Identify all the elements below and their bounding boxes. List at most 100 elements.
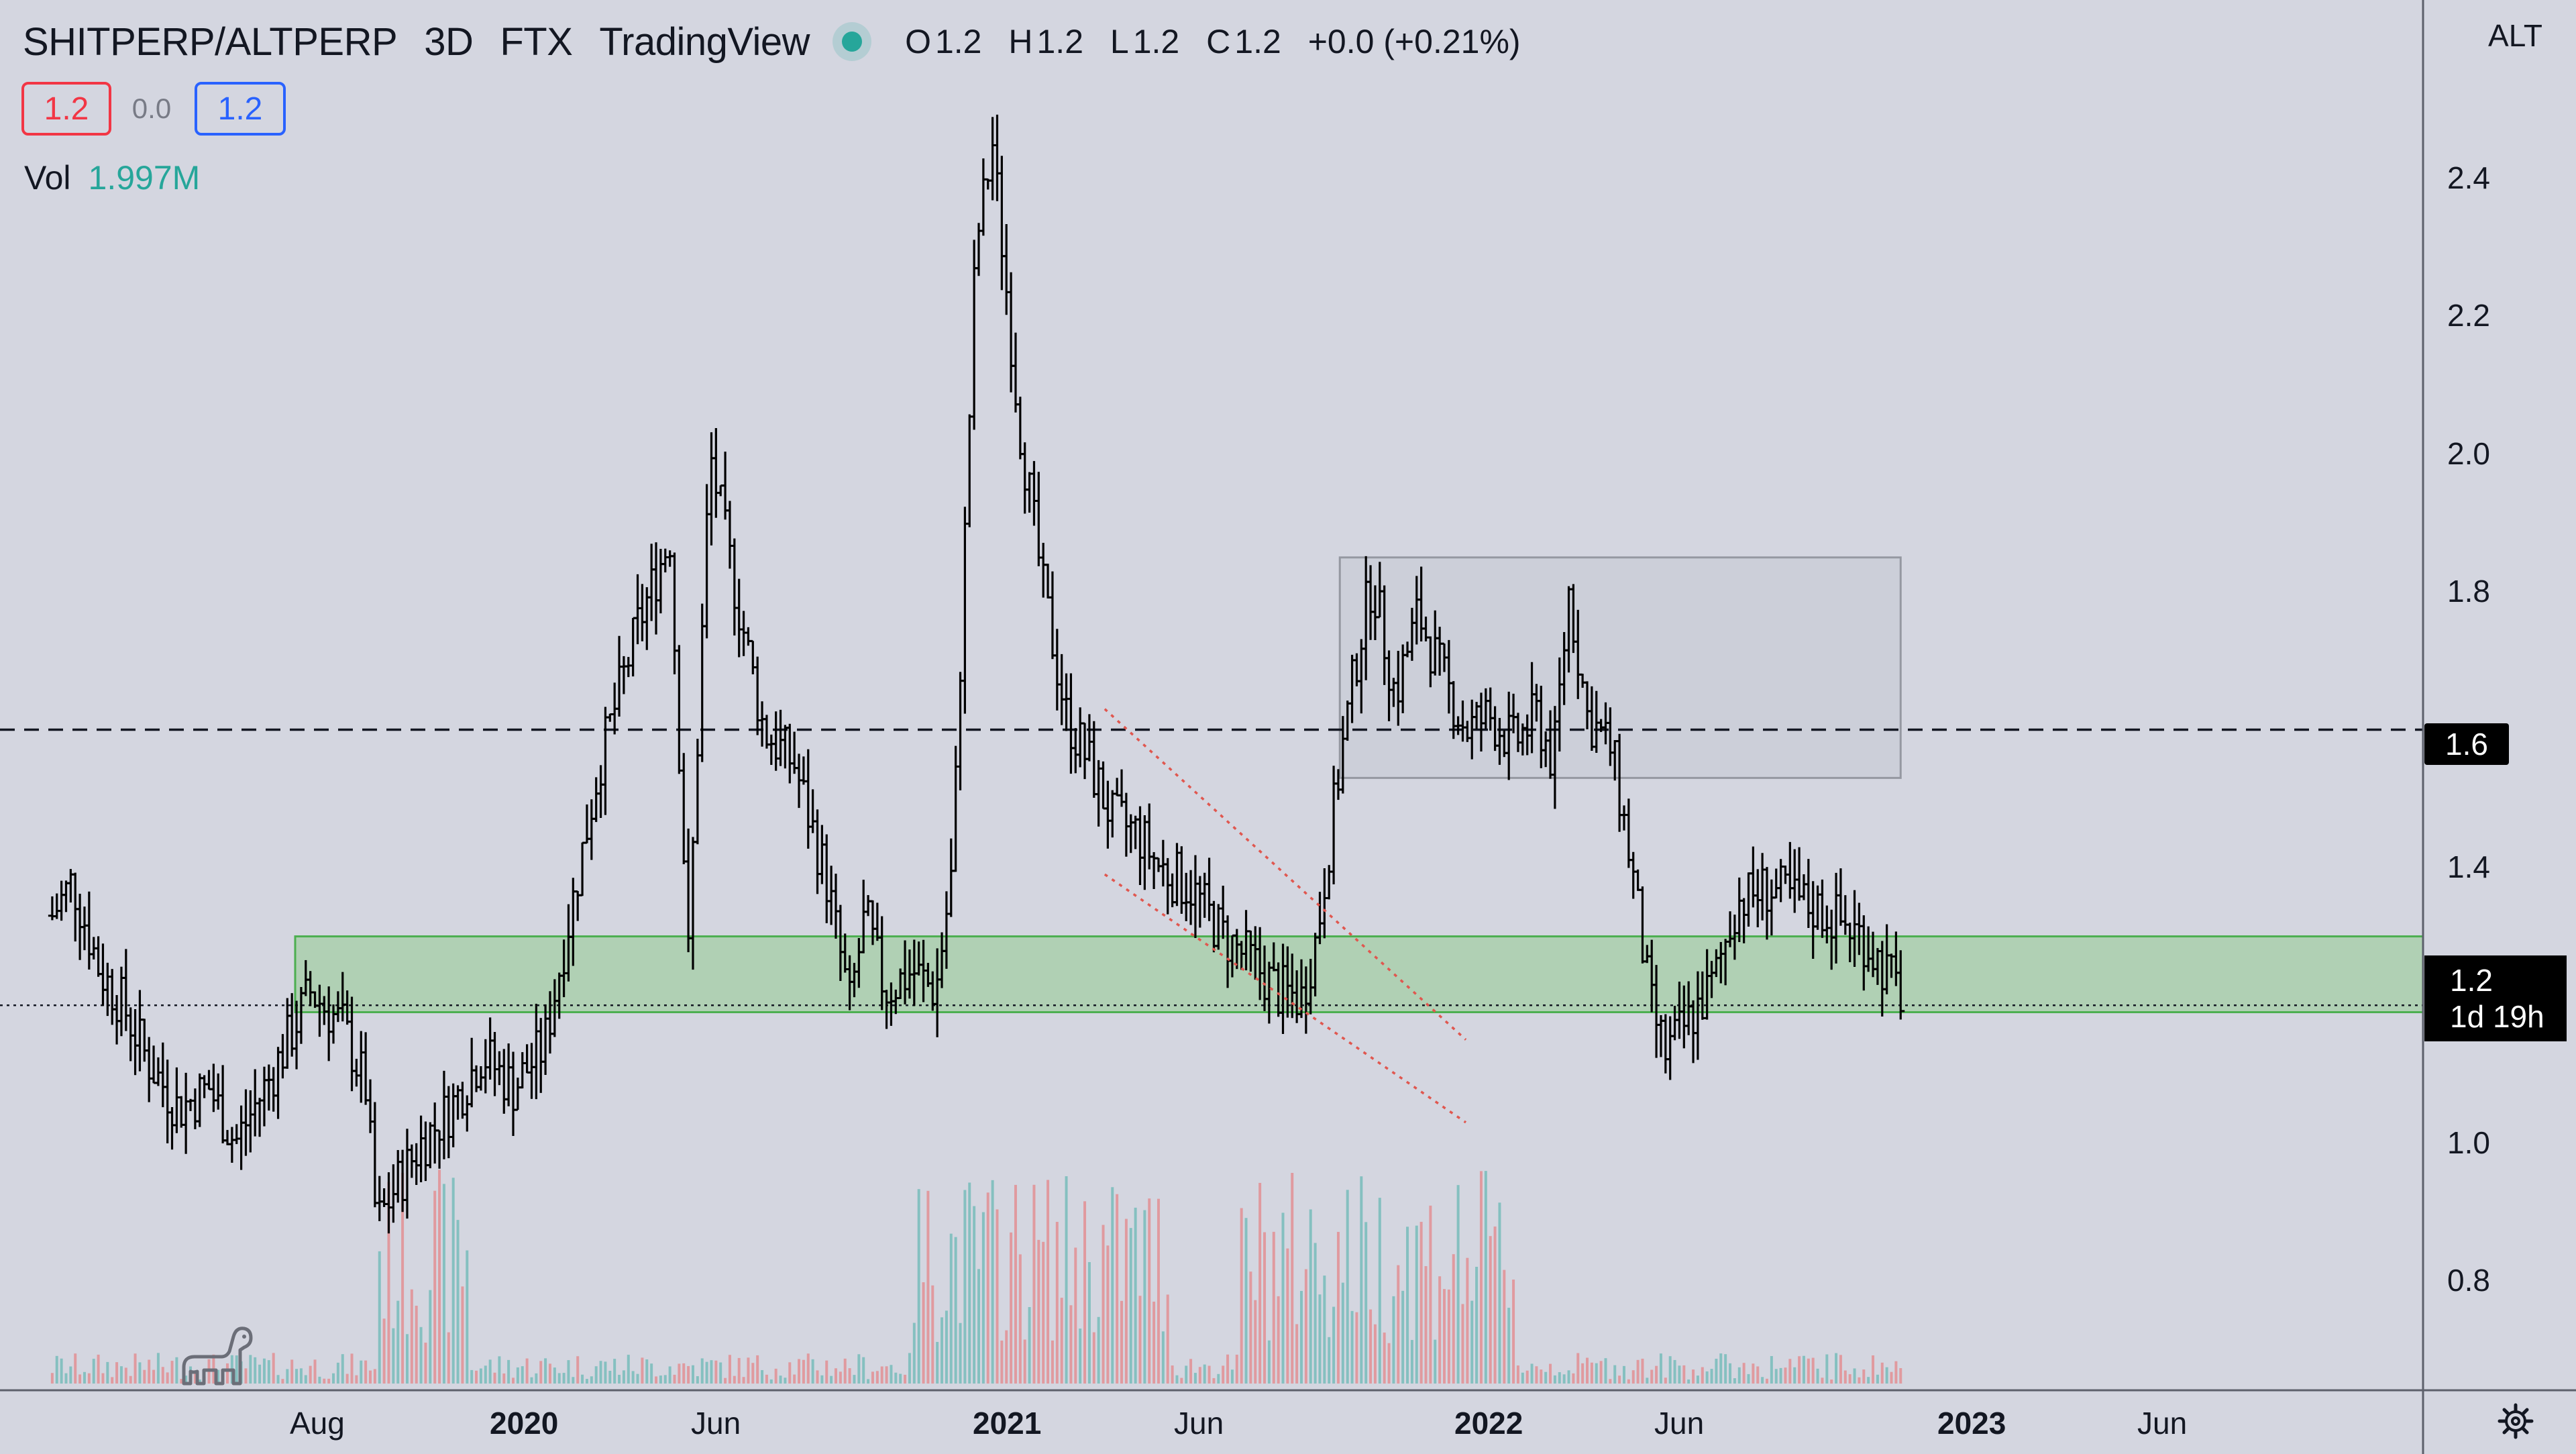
volume-bar	[1885, 1367, 1888, 1384]
volume-bar	[124, 1367, 127, 1384]
symbol-name[interactable]: SHITPERP/ALTPERP	[23, 19, 398, 64]
volume-bar	[438, 1170, 441, 1384]
bar-countdown: 1d 19h	[2450, 999, 2544, 1034]
volume-bar	[106, 1361, 109, 1384]
trend-lines-layer[interactable]	[1104, 708, 1467, 1124]
volume-bar	[899, 1373, 902, 1384]
volume-bar	[1124, 1218, 1128, 1384]
volume-bar	[784, 1378, 787, 1384]
volume-bar	[461, 1286, 464, 1384]
volume-bar	[912, 1322, 916, 1384]
volume-bar	[129, 1375, 132, 1384]
volume-bar	[254, 1357, 257, 1384]
interval-label[interactable]: 3D	[424, 19, 474, 64]
price-scale-title[interactable]: ALT	[2488, 18, 2542, 53]
volume-bar	[576, 1356, 580, 1384]
volume-bar	[1171, 1365, 1174, 1384]
volume-bar	[1742, 1363, 1746, 1384]
volume-bar	[69, 1366, 72, 1384]
volume-bar	[1521, 1372, 1524, 1384]
volume-bar	[557, 1373, 561, 1384]
volume-bar	[599, 1361, 602, 1384]
volume-bar	[170, 1361, 174, 1384]
spread-value: 0.0	[131, 93, 172, 124]
volume-bar	[1872, 1355, 1875, 1384]
volume-bar	[728, 1355, 731, 1384]
volume-bar	[894, 1372, 898, 1384]
volume-bar	[1152, 1301, 1156, 1384]
price-tick-label: 0.8	[2447, 1263, 2490, 1298]
volume-bar	[1705, 1371, 1709, 1384]
support-zone-rect[interactable]	[294, 935, 2424, 1014]
volume-bar	[530, 1377, 533, 1384]
volume-bar	[941, 1317, 944, 1384]
buy-price-button[interactable]: 1.2	[195, 82, 286, 136]
volume-bar	[1858, 1377, 1861, 1384]
volume-bar	[761, 1369, 764, 1384]
volume-bar	[765, 1374, 768, 1384]
volume-bar	[747, 1357, 750, 1384]
volume-bar	[548, 1363, 551, 1384]
sell-price-button[interactable]: 1.2	[21, 82, 111, 136]
gear-icon[interactable]	[2497, 1402, 2534, 1440]
volume-bar	[885, 1366, 888, 1384]
volume-bar	[1673, 1359, 1676, 1384]
volume-bar	[963, 1190, 967, 1384]
volume-bar	[341, 1354, 344, 1384]
tradingview-dino-icon[interactable]	[180, 1323, 255, 1388]
volume-bar	[1466, 1257, 1469, 1384]
volume-bar	[1650, 1369, 1654, 1384]
channel-upper-trendline[interactable]	[1104, 708, 1467, 1041]
volume-bar	[1336, 1231, 1340, 1384]
volume-bar	[668, 1366, 672, 1384]
ohlc-values: O 1.2 H 1.2 L 1.2 C 1.2 +0.0 (+0.21%)	[905, 22, 1521, 61]
volume-bar	[1774, 1369, 1778, 1384]
volume-bar	[1360, 1176, 1363, 1384]
volume-bar	[525, 1358, 529, 1384]
volume-bar	[1429, 1205, 1432, 1384]
volume-bar	[834, 1368, 837, 1384]
volume-bar	[544, 1358, 547, 1384]
volume-bar	[1148, 1198, 1151, 1384]
chart-legend-header: SHITPERP/ALTPERP 3D FTX TradingView O 1.2…	[23, 15, 1521, 68]
change-value: +0.0 (+0.21%)	[1307, 23, 1521, 60]
volume-bar	[225, 1363, 229, 1384]
volume-bar	[396, 1300, 400, 1384]
volume-bar	[1102, 1225, 1105, 1384]
volume-bar	[488, 1359, 492, 1384]
volume-bar	[539, 1361, 543, 1384]
volume-bar	[1272, 1231, 1275, 1384]
low-label: L	[1110, 23, 1129, 60]
channel-lower-trendline[interactable]	[1104, 873, 1467, 1124]
volume-bar	[1752, 1363, 1755, 1384]
volume-bar	[373, 1369, 376, 1384]
volume-bar	[1544, 1371, 1548, 1384]
volume-bar	[148, 1359, 151, 1384]
volume-bar	[470, 1369, 474, 1384]
volume-bar	[64, 1373, 68, 1384]
current-price-badge: 1.2 1d 19h	[2424, 955, 2567, 1041]
volume-bar	[1042, 1241, 1045, 1384]
volume-bar	[875, 1371, 879, 1384]
volume-bar	[1161, 1331, 1165, 1384]
volume-bar	[433, 1190, 437, 1384]
volume-bar	[1010, 1232, 1013, 1384]
volume-bar	[512, 1378, 515, 1384]
volume-bar	[1581, 1363, 1585, 1384]
volume-bar	[1419, 1221, 1423, 1384]
volume-bar	[1263, 1232, 1267, 1384]
volume-bar	[1470, 1300, 1474, 1384]
time-tick-label: Jun	[1174, 1406, 1224, 1441]
market-status-dot-icon[interactable]	[842, 32, 863, 52]
volume-bar	[475, 1370, 478, 1384]
volume-bar	[1193, 1373, 1197, 1384]
volume-bar	[1369, 1309, 1373, 1384]
current-price-value: 1.2	[2450, 963, 2493, 998]
volume-bar	[1475, 1266, 1479, 1384]
volume-bar	[682, 1363, 686, 1384]
volume-bar	[1655, 1365, 1658, 1384]
volume-bar	[1185, 1365, 1188, 1384]
volume-bar	[1687, 1379, 1690, 1384]
volume-bar	[1853, 1368, 1856, 1384]
